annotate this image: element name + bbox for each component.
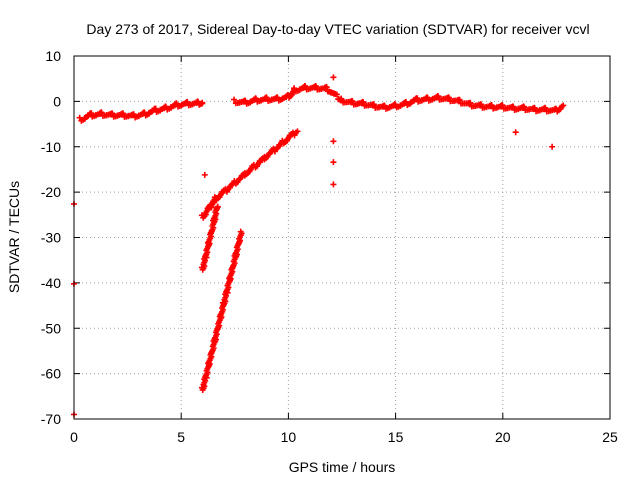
data-point — [391, 101, 398, 108]
data-points — [71, 74, 567, 418]
data-point — [130, 111, 137, 118]
y-tick-label: 10 — [45, 48, 61, 64]
x-tick-label: 0 — [70, 429, 78, 445]
data-point — [338, 95, 345, 102]
plot-frame — [73, 55, 611, 420]
data-point — [330, 159, 337, 166]
data-point — [141, 109, 148, 116]
data-point — [370, 101, 377, 108]
x-tick-label: 10 — [281, 429, 297, 445]
data-point — [214, 204, 221, 211]
data-point — [252, 95, 259, 102]
y-axis-label: SDTVAR / TECUs — [6, 181, 22, 293]
x-tick-label: 5 — [177, 429, 185, 445]
data-point — [194, 98, 201, 105]
x-tick-label: 15 — [388, 429, 404, 445]
data-point — [301, 82, 308, 89]
data-point — [445, 94, 452, 101]
data-point — [98, 109, 105, 116]
data-point — [199, 99, 206, 106]
data-point — [294, 128, 301, 135]
data-point — [512, 129, 519, 136]
tick-layer: 0 5 10 15 20 25 10 0 -10 -20 -30 -40 -50 -60 -70 — [41, 48, 618, 445]
data-point — [201, 171, 208, 178]
data-point — [173, 100, 180, 107]
data-point — [531, 104, 538, 111]
data-point — [151, 105, 158, 112]
data-point — [456, 96, 463, 103]
data-point — [330, 138, 337, 145]
data-point — [231, 96, 238, 103]
data-point — [291, 85, 298, 92]
data-point — [312, 82, 319, 89]
data-point — [330, 181, 337, 188]
data-point — [183, 98, 190, 105]
data-point — [499, 102, 506, 109]
data-point — [87, 110, 94, 117]
data-point — [333, 91, 340, 98]
data-point — [477, 101, 484, 108]
grid-layer — [74, 56, 610, 419]
x-tick-label: 25 — [602, 429, 618, 445]
data-point — [402, 98, 409, 105]
data-point — [348, 97, 355, 104]
chart-title: Day 273 of 2017, Sidereal Day-to-day VTE… — [86, 21, 589, 37]
data-point — [76, 114, 83, 121]
x-axis-label: GPS time / hours — [289, 459, 396, 475]
data-point — [560, 102, 567, 109]
data-point — [108, 110, 115, 117]
data-point — [273, 94, 280, 101]
data-point — [237, 228, 244, 235]
y-tick-label: -70 — [41, 411, 61, 427]
y-tick-label: -10 — [41, 139, 61, 155]
y-tick-label: 0 — [53, 93, 61, 109]
data-point — [509, 103, 516, 110]
data-point — [323, 83, 330, 90]
data-point — [424, 94, 431, 101]
y-tick-label: -20 — [41, 184, 61, 200]
x-tick-label: 20 — [495, 429, 511, 445]
data-point — [434, 92, 441, 99]
data-point — [549, 143, 556, 150]
data-point — [330, 74, 337, 81]
data-point — [541, 104, 548, 111]
y-tick-label: -60 — [41, 366, 61, 382]
data-point — [162, 103, 169, 110]
y-tick-label: -30 — [41, 230, 61, 246]
y-tick-label: -50 — [41, 320, 61, 336]
data-point — [241, 97, 248, 104]
data-point — [466, 99, 473, 106]
data-point — [359, 98, 366, 105]
y-tick-label: -40 — [41, 275, 61, 291]
data-point — [381, 102, 388, 109]
data-point — [263, 94, 270, 101]
data-point — [119, 110, 126, 117]
data-point — [413, 95, 420, 102]
data-point — [520, 103, 527, 110]
data-point — [488, 102, 495, 109]
